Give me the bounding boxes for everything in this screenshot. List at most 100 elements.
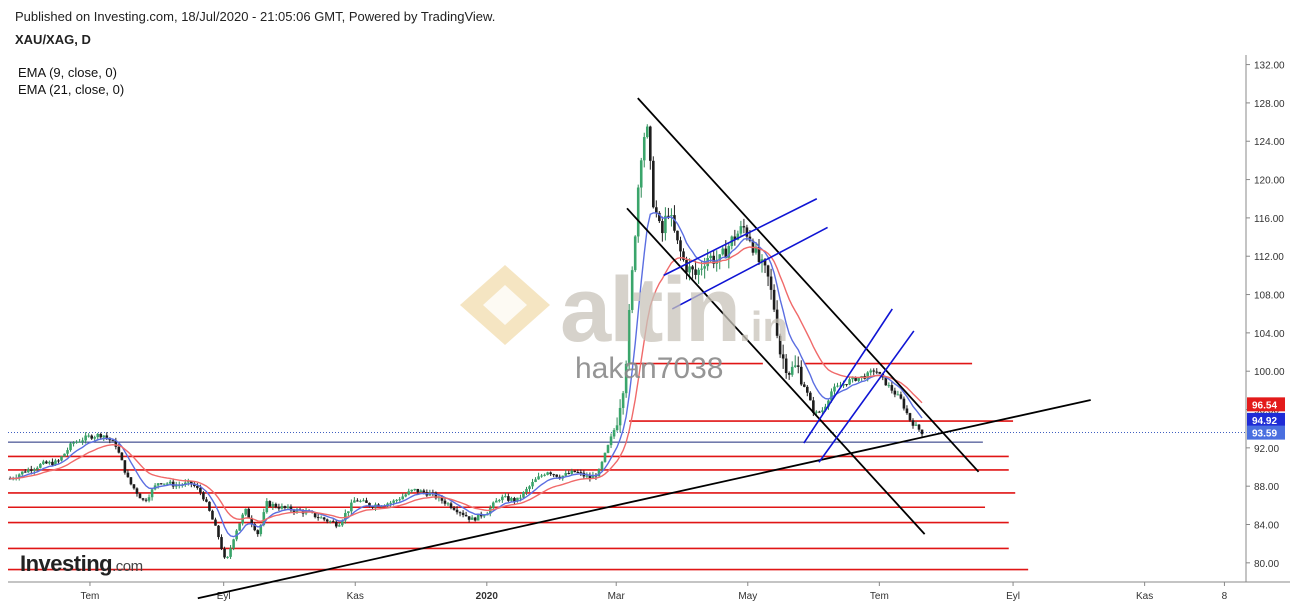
candle-body [917, 424, 921, 430]
candle-body [818, 411, 821, 413]
candle-body [600, 461, 604, 470]
candle-body [821, 410, 824, 412]
y-tick-label: 104.00 [1254, 329, 1285, 340]
channel-line [671, 226, 828, 310]
candle-body [519, 497, 522, 499]
candle-body [476, 513, 480, 521]
y-tick-label: 92.00 [1254, 444, 1279, 455]
candle-body [799, 366, 803, 385]
x-tick-label: Eyl [1006, 591, 1020, 602]
candle-body [676, 230, 679, 241]
candle-body [648, 126, 652, 161]
candle-body [636, 187, 640, 237]
candle-body [150, 489, 154, 498]
candle-body [688, 266, 691, 273]
candle-body [703, 266, 706, 269]
candle-body [899, 394, 903, 399]
candle-body [875, 371, 879, 373]
candle-body [908, 413, 912, 421]
y-tick-label: 108.00 [1254, 291, 1285, 302]
y-tick-label: 88.00 [1254, 482, 1279, 493]
candle-body [763, 259, 767, 266]
candle-body [334, 521, 338, 527]
candle-body [494, 500, 498, 503]
candle-body [75, 441, 78, 443]
candle-body [271, 503, 275, 507]
candle-body [147, 497, 151, 501]
candle-body [504, 496, 507, 498]
x-tick-label: 8 [1222, 591, 1228, 602]
candle-body [534, 479, 537, 482]
price-tag-label: 93.59 [1252, 429, 1277, 440]
x-tick-label: Tem [81, 591, 100, 602]
candle-body [546, 472, 549, 475]
candle-body [564, 473, 568, 476]
candle-body [229, 548, 232, 557]
candle-body [754, 246, 758, 253]
candle-body [117, 446, 121, 453]
candle-body [854, 377, 857, 381]
candle-body [658, 212, 661, 222]
y-tick-label: 128.00 [1254, 99, 1285, 110]
candle-body [449, 503, 453, 508]
candle-body [845, 384, 848, 386]
legend-ema-21: EMA (21, close, 0) [18, 82, 125, 97]
candle-body [398, 499, 401, 501]
price-tag-label: 94.92 [1252, 416, 1277, 427]
candle-body [775, 309, 779, 336]
candle-body [63, 453, 66, 457]
candle-body [597, 469, 601, 477]
candle-body [238, 523, 241, 531]
investing-logo: Investing.com [20, 551, 143, 576]
candle-body [857, 377, 860, 381]
candle-body [920, 429, 924, 435]
candle-body [609, 436, 613, 446]
candle-body [217, 525, 220, 538]
candle-body [624, 363, 628, 394]
candle-body [319, 517, 323, 519]
candle-body [670, 215, 673, 217]
candle-body [709, 255, 712, 259]
candle-body [802, 384, 806, 387]
candle-body [362, 500, 365, 502]
candle-body [712, 255, 716, 264]
candle-body [205, 499, 208, 502]
candle-body [806, 386, 809, 393]
price-tag-bg [1247, 425, 1285, 440]
candle-body [114, 440, 118, 447]
candle-body [78, 441, 81, 443]
candle-body [793, 365, 797, 367]
candle-body [642, 137, 646, 161]
candle-body [461, 512, 465, 515]
candle-body [256, 530, 260, 535]
candle-body [697, 269, 700, 275]
candle-body [60, 456, 63, 461]
candle-body [392, 500, 395, 503]
candle-body [778, 335, 782, 355]
y-tick-label: 124.00 [1254, 137, 1285, 148]
candle-body [498, 500, 501, 502]
candle-body [630, 270, 634, 310]
candle-body [132, 484, 136, 489]
candle-body [129, 477, 133, 485]
candle-body [232, 539, 235, 549]
candle-body [120, 452, 124, 461]
candle-body [781, 354, 785, 359]
candle-body [274, 503, 278, 508]
candle-body [111, 440, 115, 442]
candle-body [26, 469, 30, 473]
candle-body [280, 506, 284, 509]
candle-body [455, 509, 459, 513]
candle-body [869, 370, 873, 373]
x-tick-label: Eyl [217, 591, 231, 602]
candle-body [386, 503, 389, 506]
candle-body [96, 433, 100, 438]
candle-body [29, 469, 33, 471]
candle-body [552, 474, 555, 476]
candle-body [902, 398, 906, 409]
candle-body [706, 258, 709, 267]
candle-body [337, 525, 341, 527]
candle-body [410, 489, 414, 492]
trend-line [637, 97, 980, 473]
candle-body [742, 226, 746, 228]
